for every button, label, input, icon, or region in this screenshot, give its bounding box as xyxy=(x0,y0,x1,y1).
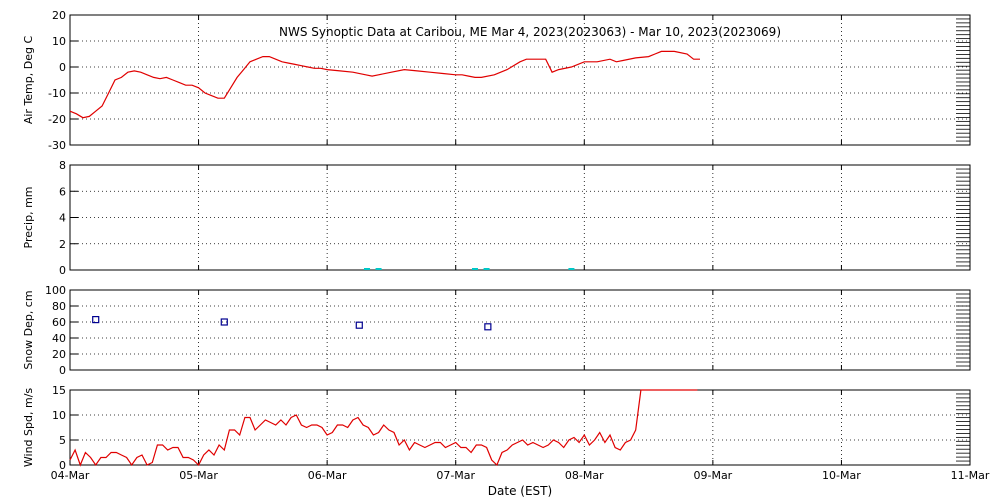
panel-1-ytick-label: 2 xyxy=(59,238,66,251)
x-axis-label: Date (EST) xyxy=(488,484,552,498)
snow-depth-point xyxy=(93,317,99,323)
panel-3-ylabel: Wind Spd, m/s xyxy=(22,388,35,468)
x-tick-label: 05-Mar xyxy=(179,469,218,482)
snow-depth-point xyxy=(485,324,491,330)
panel-3-ytick-label: 15 xyxy=(52,384,66,397)
panel-1-ytick-label: 8 xyxy=(59,159,66,172)
chart-title: NWS Synoptic Data at Caribou, ME Mar 4, … xyxy=(279,25,781,39)
x-tick-label: 10-Mar xyxy=(822,469,861,482)
panel-0-ytick-label: -30 xyxy=(48,139,66,152)
panel-2-frame xyxy=(70,290,970,370)
panel-1-ytick-label: 0 xyxy=(59,264,66,277)
panel-0-ytick-label: 20 xyxy=(52,9,66,22)
panel-3-ytick-label: 5 xyxy=(59,434,66,447)
panel-2-ylabel: Snow Dep, cm xyxy=(22,290,35,369)
panel-0-ytick-label: 10 xyxy=(52,35,66,48)
x-tick-label: 08-Mar xyxy=(565,469,604,482)
x-tick-label: 04-Mar xyxy=(51,469,90,482)
panel-1-ytick-label: 4 xyxy=(59,212,66,225)
x-tick-label: 07-Mar xyxy=(436,469,475,482)
panel-0-ytick-label: 0 xyxy=(59,61,66,74)
x-tick-label: 11-Mar xyxy=(951,469,990,482)
panel-1-ytick-label: 6 xyxy=(59,185,66,198)
precip-bar xyxy=(364,268,370,270)
snow-depth-point xyxy=(356,322,362,328)
panel-0-ytick-label: -10 xyxy=(48,87,66,100)
panel-3-ytick-label: 10 xyxy=(52,409,66,422)
panel-2-ytick-label: 20 xyxy=(52,348,66,361)
panel-2-ytick-label: 60 xyxy=(52,316,66,329)
x-tick-label: 06-Mar xyxy=(308,469,347,482)
panel-0-series-line xyxy=(70,51,700,117)
panel-2-ytick-label: 80 xyxy=(52,300,66,313)
panel-0-ytick-label: -20 xyxy=(48,113,66,126)
precip-bar xyxy=(472,268,478,270)
panel-2-ytick-label: 40 xyxy=(52,332,66,345)
panel-2-ytick-label: 0 xyxy=(59,364,66,377)
panel-0-ylabel: Air Temp, Deg C xyxy=(22,36,35,125)
panel-3-series-line xyxy=(70,390,697,465)
precip-bar xyxy=(376,268,382,270)
x-tick-label: 09-Mar xyxy=(693,469,732,482)
precip-bar xyxy=(484,268,490,270)
panel-1-ylabel: Precip, mm xyxy=(22,187,35,249)
panel-2-ytick-label: 100 xyxy=(45,284,66,297)
precip-bar xyxy=(568,268,574,270)
